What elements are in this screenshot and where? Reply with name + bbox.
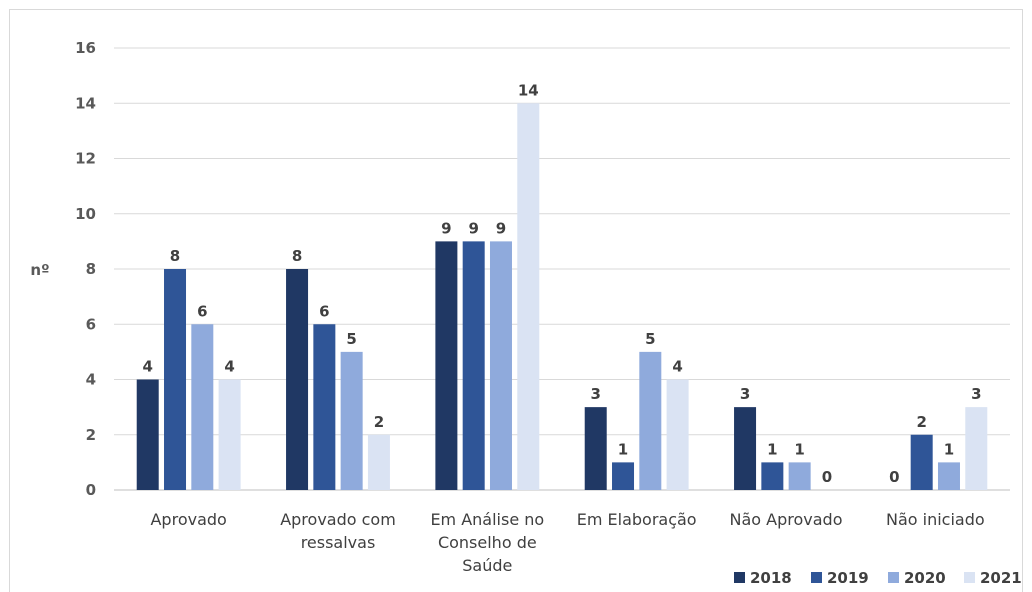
- bar-2019-6[interactable]: [910, 434, 933, 490]
- bar-2020-2[interactable]: [340, 351, 363, 490]
- x-category-label-4-line-1: Em Elaboração: [577, 510, 697, 529]
- bar-2019-1[interactable]: [164, 269, 187, 490]
- legend-label-2020[interactable]: 2020: [904, 569, 946, 587]
- legend-swatch-2019[interactable]: [811, 572, 822, 583]
- bar-2021-6[interactable]: [965, 407, 988, 490]
- y-tick-label-8: 8: [86, 260, 96, 278]
- data-label-2021-4: 4: [672, 358, 682, 376]
- data-label-2018-1: 4: [142, 358, 152, 376]
- data-label-2019-4: 1: [618, 440, 628, 458]
- data-label-2018-4: 3: [590, 385, 600, 403]
- y-tick-label-12: 12: [75, 150, 96, 168]
- data-label-2021-6: 3: [971, 385, 981, 403]
- bar-2021-4[interactable]: [666, 379, 689, 491]
- data-label-2020-1: 6: [197, 302, 207, 320]
- bar-2020-6[interactable]: [937, 462, 960, 490]
- data-label-2021-1: 4: [224, 358, 234, 376]
- data-label-2018-2: 8: [292, 247, 302, 265]
- bar-2018-1[interactable]: [136, 379, 159, 491]
- bar-2019-3[interactable]: [462, 241, 485, 490]
- data-label-2020-4: 5: [645, 330, 655, 348]
- legend-label-2018[interactable]: 2018: [750, 569, 792, 587]
- y-tick-label-16: 16: [75, 39, 96, 57]
- bar-2019-4[interactable]: [612, 462, 635, 490]
- x-category-label-6-line-1: Não iniciado: [886, 510, 985, 529]
- bar-2018-3[interactable]: [435, 241, 458, 490]
- y-tick-label-4: 4: [86, 371, 96, 389]
- x-category-label-3-line-3: Saúde: [462, 556, 512, 575]
- bar-2020-5[interactable]: [788, 462, 811, 490]
- legend-label-2019[interactable]: 2019: [827, 569, 869, 587]
- data-label-2021-2: 2: [374, 413, 384, 431]
- x-category-label-2-line-1: Aprovado com: [280, 510, 396, 529]
- legend-label-2021[interactable]: 2021: [980, 569, 1022, 587]
- data-label-2018-5: 3: [740, 385, 750, 403]
- x-category-label-3-line-2: Conselho de: [438, 533, 537, 552]
- y-tick-label-6: 6: [86, 315, 96, 333]
- bar-2019-2[interactable]: [313, 324, 336, 490]
- data-label-2018-6: 0: [889, 468, 899, 486]
- x-category-label-5-line-1: Não Aprovado: [730, 510, 843, 529]
- data-label-2018-3: 9: [441, 219, 451, 237]
- bar-2021-1[interactable]: [218, 379, 241, 491]
- data-label-2021-3: 14: [518, 81, 539, 99]
- x-category-label-3-line-1: Em Análise no: [430, 510, 544, 529]
- legend-swatch-2020[interactable]: [888, 572, 899, 583]
- data-label-2020-2: 5: [346, 330, 356, 348]
- legend-swatch-2018[interactable]: [734, 572, 745, 583]
- data-label-2019-5: 1: [767, 440, 777, 458]
- bar-2020-4[interactable]: [639, 351, 662, 490]
- bar-2021-3[interactable]: [517, 103, 540, 490]
- bar-2019-5[interactable]: [761, 462, 784, 490]
- bar-2018-2[interactable]: [286, 269, 309, 490]
- bar-2021-2[interactable]: [367, 434, 390, 490]
- data-label-2021-5: 0: [822, 468, 832, 486]
- data-label-2019-2: 6: [319, 302, 329, 320]
- data-label-2019-6: 2: [916, 413, 926, 431]
- y-tick-label-14: 14: [75, 94, 96, 112]
- data-label-2019-1: 8: [170, 247, 180, 265]
- x-category-label-1-line-1: Aprovado: [150, 510, 226, 529]
- data-label-2020-3: 9: [496, 219, 506, 237]
- bar-2018-5[interactable]: [734, 407, 757, 490]
- x-category-label-2-line-2: ressalvas: [301, 533, 376, 552]
- y-axis-label: nº: [30, 261, 49, 279]
- y-tick-label-2: 2: [86, 426, 96, 444]
- y-tick-label-0: 0: [86, 481, 96, 499]
- y-tick-label-10: 10: [75, 205, 96, 223]
- data-label-2019-3: 9: [468, 219, 478, 237]
- chart-frame: [9, 9, 1023, 592]
- bar-2020-3[interactable]: [489, 241, 512, 490]
- bar-2020-1[interactable]: [191, 324, 214, 490]
- bar-2018-4[interactable]: [584, 407, 607, 490]
- legend-swatch-2021[interactable]: [964, 572, 975, 583]
- data-label-2020-6: 1: [944, 440, 954, 458]
- data-label-2020-5: 1: [794, 440, 804, 458]
